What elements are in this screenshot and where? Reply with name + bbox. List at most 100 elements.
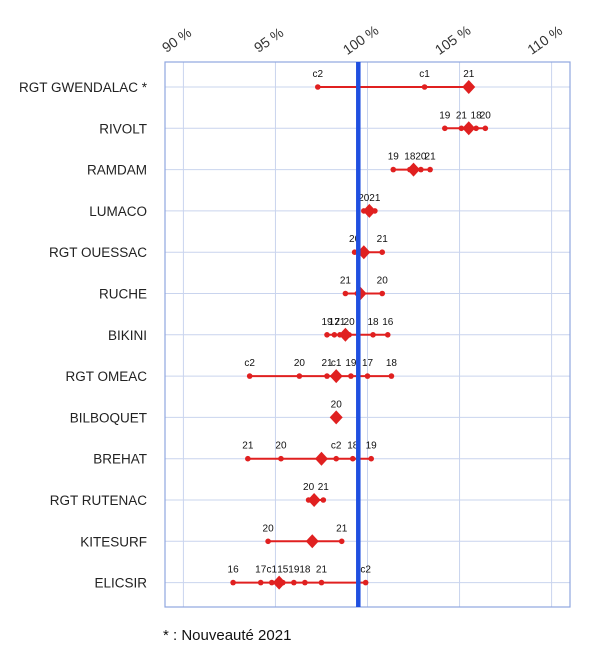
- data-point: [379, 249, 386, 255]
- data-point: [342, 290, 349, 297]
- data-point: [482, 125, 489, 132]
- data-point: [320, 497, 327, 503]
- data-point: [338, 538, 345, 545]
- data-point: [384, 332, 391, 338]
- main-marker: [338, 327, 352, 342]
- main-marker: [462, 121, 476, 136]
- data-point: [351, 249, 358, 255]
- point-label: 20: [480, 110, 492, 121]
- data-point: [388, 373, 395, 379]
- x-tick-label: 110 %: [524, 22, 565, 57]
- point-label: 18: [404, 152, 416, 163]
- category-row: 20 21: [263, 523, 348, 549]
- category-row: 20 21: [303, 482, 329, 507]
- point-label: 18: [471, 110, 483, 121]
- main-marker: [357, 245, 371, 260]
- x-tick-label: 90 %: [159, 24, 194, 55]
- category-row: 20 21: [349, 234, 388, 260]
- data-point: [257, 579, 264, 586]
- category-row: 21 20: [340, 276, 388, 301]
- data-point: [442, 125, 448, 132]
- point-label: 21: [456, 110, 468, 121]
- main-marker: [462, 80, 476, 94]
- data-point: [421, 84, 428, 90]
- point-label: 20: [331, 399, 343, 410]
- main-marker: [305, 534, 319, 549]
- point-label: 21: [334, 317, 346, 328]
- point-label: 19: [439, 110, 451, 121]
- point-label: c1: [331, 358, 342, 369]
- category-label: BIKINI: [108, 328, 147, 343]
- point-label: 19: [388, 152, 400, 163]
- x-axis-ticks: 90 % 95 % 100 % 105 % 110 %: [159, 22, 565, 58]
- point-label: 18: [367, 317, 379, 328]
- data-point: [349, 455, 356, 462]
- data-point: [324, 373, 330, 379]
- point-label: 20: [349, 234, 361, 245]
- data-point: [370, 332, 376, 338]
- point-label: 21: [318, 482, 330, 493]
- category-label: RGT OUESSAC: [49, 245, 147, 260]
- category-label: KITESURF: [80, 534, 147, 549]
- data-point: [230, 579, 236, 586]
- data-point: [291, 579, 297, 586]
- point-label: 21: [425, 152, 437, 163]
- category-row: c2 c1 21: [313, 69, 476, 94]
- plot-frame: [164, 61, 571, 608]
- point-label: 20: [294, 358, 306, 369]
- data-point: [246, 373, 253, 379]
- data-point: [368, 455, 374, 462]
- point-label: c2: [313, 69, 324, 80]
- main-marker: [272, 575, 286, 590]
- data-point: [458, 125, 465, 132]
- x-tick-label: 100 %: [340, 22, 382, 58]
- data-point: [245, 455, 251, 462]
- data-point: [265, 538, 271, 545]
- main-marker: [329, 369, 343, 384]
- data-point: [362, 579, 369, 586]
- point-label: 16: [228, 565, 240, 576]
- category-label: RGT OMEAC: [65, 369, 147, 384]
- category-row: 21 20 c2 18 19: [242, 441, 377, 466]
- point-label: 20: [303, 482, 315, 493]
- point-label: 20: [344, 317, 356, 328]
- x-tick-label: 95 %: [251, 24, 286, 55]
- data-point: [302, 579, 308, 586]
- data-point: [324, 332, 330, 338]
- footnote: * : Nouveauté 2021: [163, 627, 292, 644]
- point-label: 16: [382, 317, 394, 328]
- data-point: [333, 455, 340, 462]
- category-label: BREHAT: [93, 452, 147, 467]
- point-label: 19: [321, 317, 333, 328]
- category-row: 20: [329, 399, 343, 425]
- data-point: [364, 373, 371, 379]
- data-point: [379, 290, 386, 297]
- point-label: 17: [329, 317, 341, 328]
- category-row: 16 17 c1 15 19 18 21 c2: [228, 565, 371, 590]
- point-label: c1: [419, 69, 430, 80]
- category-label: LUMACO: [89, 204, 147, 219]
- point-label: 18: [347, 441, 359, 452]
- point-label: 21: [321, 358, 333, 369]
- point-label: 21: [369, 193, 381, 204]
- category-label: RGT RUTENAC: [50, 493, 148, 508]
- data-point: [390, 166, 397, 173]
- data-point: [331, 332, 338, 338]
- main-marker: [329, 410, 343, 425]
- data-point: [427, 166, 433, 173]
- point-label: 20: [377, 276, 389, 287]
- point-label: 20: [358, 193, 370, 204]
- point-label: 21: [463, 69, 475, 80]
- data-point: [473, 125, 479, 132]
- data-point: [348, 373, 354, 379]
- category-row: 19 18 2021: [388, 152, 436, 177]
- main-marker: [307, 493, 321, 507]
- point-label: c2: [331, 441, 342, 452]
- point-label: 20: [275, 441, 287, 452]
- point-label: c2: [244, 358, 255, 369]
- point-label: 18: [299, 565, 311, 576]
- point-label: 21: [316, 565, 328, 576]
